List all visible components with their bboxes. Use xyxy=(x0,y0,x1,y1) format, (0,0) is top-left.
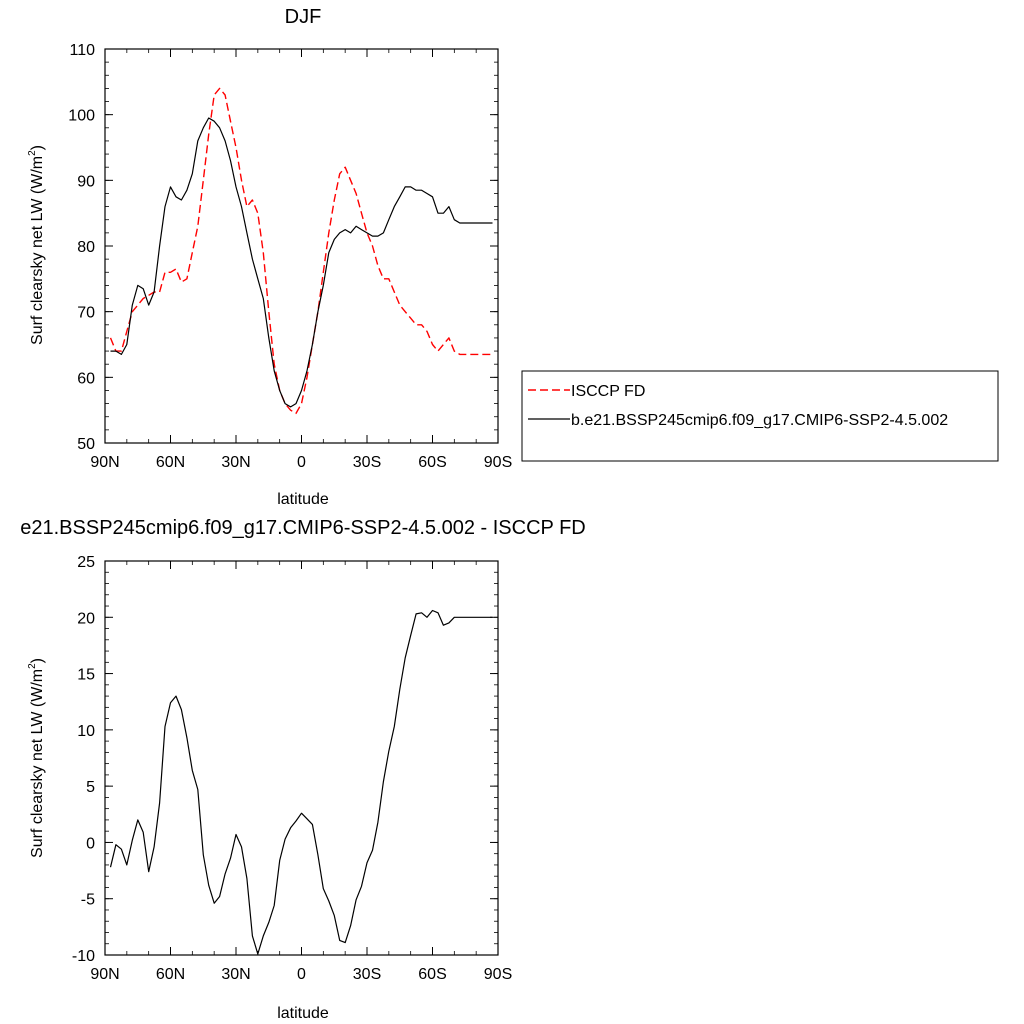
top-series-line-0 xyxy=(109,87,493,415)
top-x-axis-label: latitude xyxy=(277,491,329,508)
bottom-y-tick-label: 0 xyxy=(86,835,95,852)
top-y-tick-label: 90 xyxy=(77,173,95,190)
top-y-axis-label-end: ) xyxy=(29,145,46,150)
bottom-y-tick-label: 15 xyxy=(77,667,95,684)
bottom-x-tick-label: 90N xyxy=(90,966,119,983)
top-y-tick-label: 70 xyxy=(77,305,95,322)
top-plot-frame xyxy=(104,48,499,444)
bottom-plot-area: 90N 60N 30N 0 30S 60S 90S -10 -5 0 5 10 15 20 25 xyxy=(72,554,512,983)
top-x-tick-label: 30S xyxy=(353,454,381,471)
top-y-tick-label: 80 xyxy=(77,239,95,256)
top-x-tick-label: 90S xyxy=(484,454,512,471)
bottom-series-line-0 xyxy=(109,609,493,955)
top-y-tick-label: 60 xyxy=(77,370,95,387)
bottom-y-tick-label: 5 xyxy=(86,779,95,796)
bottom-y-tick-label: -5 xyxy=(81,892,95,909)
bottom-y-axis-label-end: ) xyxy=(29,658,46,663)
top-x-tick-label: 90N xyxy=(90,454,119,471)
top-plot-area: 90N 60N 30N 0 30S 60S 90S 50 60 70 80 90 100 110 xyxy=(68,42,512,471)
bottom-y-axis-label-sup: 2 xyxy=(27,663,38,669)
bottom-x-tick-label: 90S xyxy=(484,966,512,983)
top-chart-title: DJF xyxy=(285,6,322,28)
bottom-x-tick-label: 0 xyxy=(297,966,306,983)
bottom-x-axis-label: latitude xyxy=(277,1005,329,1022)
top-x-tick-label: 60S xyxy=(418,454,446,471)
bottom-x-tick-label: 30S xyxy=(353,966,381,983)
bottom-y-tick-label: 10 xyxy=(77,723,95,740)
bottom-y-axis-label-main: Surf clearsky net LW (W/m xyxy=(29,669,46,858)
top-y-axis-label-main: Surf clearsky net LW (W/m xyxy=(29,156,46,345)
bottom-y-tick-label: 25 xyxy=(77,554,95,571)
top-x-tick-label: 30N xyxy=(221,454,250,471)
top-y-tick-label: 100 xyxy=(68,108,95,125)
legend-box xyxy=(521,370,999,462)
bottom-y-axis-label: Surf clearsky net LW (W/m2) xyxy=(27,658,46,858)
top-series-line-1 xyxy=(110,117,493,408)
top-y-axis-label-sup: 2 xyxy=(27,150,38,156)
top-panel: DJF 90N 60N 30N 0 30S 60S 90S5060708090100110 … xyxy=(27,6,999,508)
top-y-tick-label: 110 xyxy=(69,42,95,59)
legend: ISCCP FD b.e21.BSSP245cmip6.f09_g17.CMIP… xyxy=(521,370,999,462)
top-x-tick-label: 0 xyxy=(297,454,306,471)
top-y-axis-label: Surf clearsky net LW (W/m2) xyxy=(27,145,46,345)
top-y-tick-label: 50 xyxy=(77,436,95,453)
bottom-y-tick-label: -10 xyxy=(72,948,95,965)
bottom-plot-frame xyxy=(104,560,499,956)
top-x-tick-label: 60N xyxy=(156,454,185,471)
legend-label-model: b.e21.BSSP245cmip6.f09_g17.CMIP6-SSP2-4.… xyxy=(571,412,948,429)
bottom-chart-title: e21.BSSP245cmip6.f09_g17.CMIP6-SSP2-4.5.… xyxy=(20,517,585,539)
bottom-x-tick-label: 60N xyxy=(156,966,185,983)
legend-label-isccp: ISCCP FD xyxy=(571,383,645,400)
bottom-x-tick-label: 30N xyxy=(221,966,250,983)
bottom-panel: e21.BSSP245cmip6.f09_g17.CMIP6-SSP2-4.5.… xyxy=(20,517,585,1022)
bottom-y-tick-label: 20 xyxy=(77,610,95,627)
bottom-x-tick-label: 60S xyxy=(418,966,446,983)
